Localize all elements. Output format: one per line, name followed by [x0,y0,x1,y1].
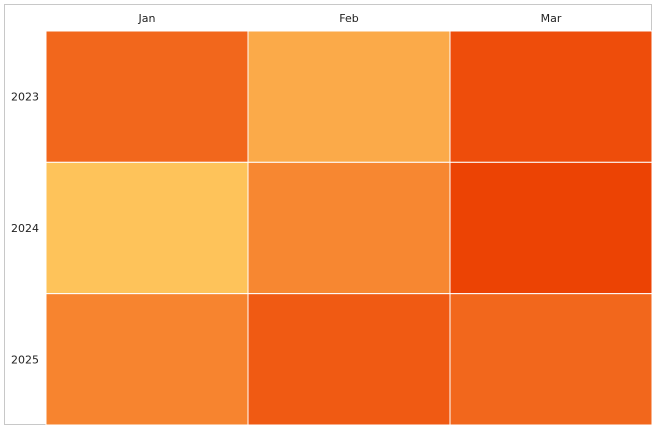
heatmap-cell-2024-jan [45,161,249,295]
heatmap-cell-2023-jan [45,30,249,163]
heatmap-cell-2023-mar [449,30,653,163]
y-tick-label-2025: 2025 [11,353,39,366]
x-axis-tick-labels: Jan Feb Mar [138,12,562,25]
heatmap-cell-2025-feb [247,293,451,426]
heatmap-cell-2024-mar [449,161,653,295]
heatmap-plot: Jan Feb Mar 2023 2024 2025 [11,12,653,426]
x-tick-label-mar: Mar [541,12,562,25]
y-tick-label-2023: 2023 [11,91,39,104]
heatmap-cell-2023-feb [247,30,451,163]
x-tick-label-feb: Feb [339,12,358,25]
x-tick-label-jan: Jan [138,12,156,25]
y-tick-label-2024: 2024 [11,222,39,235]
heatmap-cell-2025-jan [45,293,249,426]
heatmap-cell-2024-feb [247,161,451,295]
heatmap-cells [45,30,653,426]
heatmap-cell-2025-mar [449,293,653,426]
heatmap-chart: Jan Feb Mar 2023 2024 2025 [4,4,653,426]
y-axis-tick-labels: 2023 2024 2025 [11,91,39,367]
